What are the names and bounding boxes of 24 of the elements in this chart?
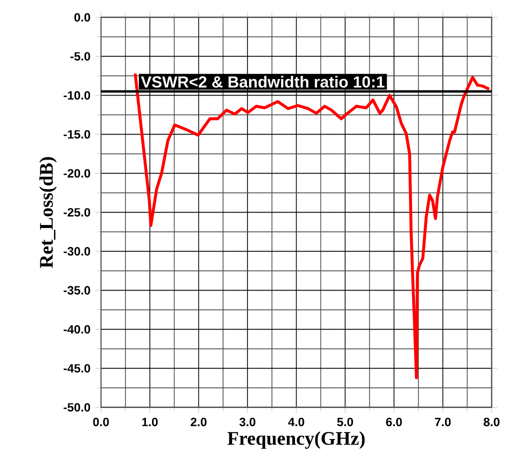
- x-tick-label: 7.0: [435, 418, 451, 426]
- y-tick-label: -25.0: [64, 208, 90, 217]
- x-axis-title: Frequency(GHz): [228, 431, 365, 449]
- x-tick-label: 6.0: [386, 418, 402, 426]
- y-tick-label: -20.0: [64, 169, 90, 178]
- y-tick-label: -15.0: [64, 130, 90, 139]
- x-tick-label: 4.0: [288, 418, 304, 426]
- x-tick-label: 2.0: [190, 418, 207, 426]
- line-series: [134, 72, 491, 380]
- y-axis-title: Ret_Loss(dB): [39, 157, 57, 268]
- x-tick-label: 1.0: [142, 418, 158, 426]
- annotation: VSWR<2 & Bandwidth ratio 10:1: [140, 76, 384, 88]
- x-tick-label: 5.0: [337, 418, 354, 426]
- x-tick-label: 0.0: [93, 418, 109, 426]
- y-tick-label: -30.0: [64, 247, 90, 256]
- y-tick-label: -40.0: [64, 325, 90, 334]
- y-tick-label: -5.0: [70, 52, 90, 61]
- y-tick-label: -50.0: [64, 403, 90, 412]
- y-tick-label: -35.0: [64, 286, 90, 295]
- x-tick-label: 3.0: [239, 418, 256, 426]
- y-tick-label: -10.0: [64, 91, 90, 100]
- y-tick-label: -45.0: [64, 364, 90, 373]
- x-tick-label: 8.0: [484, 418, 500, 426]
- y-tick-label: 0.0: [74, 13, 90, 22]
